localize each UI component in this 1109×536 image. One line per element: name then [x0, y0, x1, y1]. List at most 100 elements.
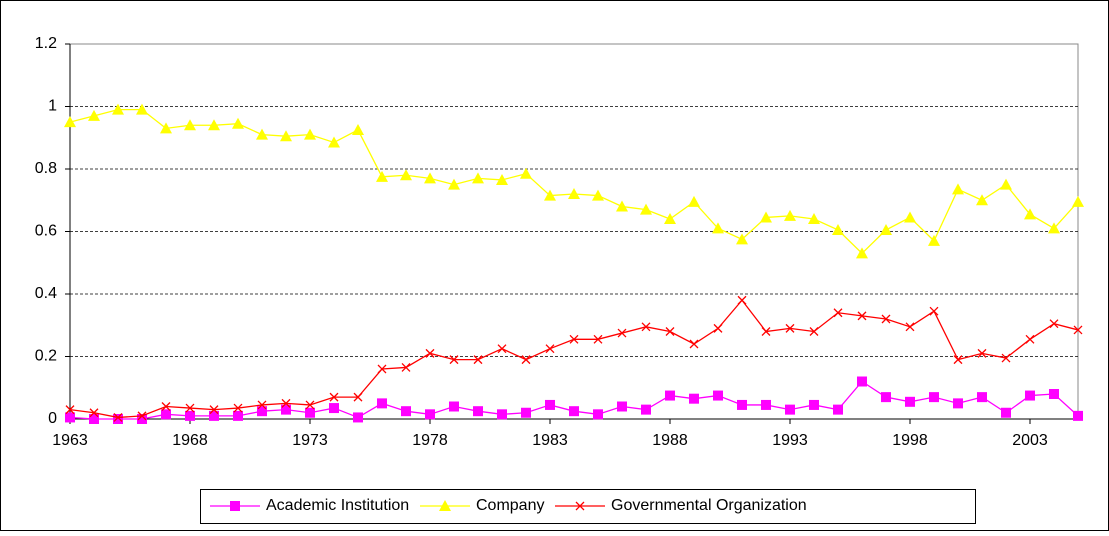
data-point [761, 327, 771, 336]
data-point [400, 169, 412, 181]
data-point [161, 409, 171, 420]
x-tick-label: 1988 [652, 432, 688, 449]
data-point [280, 130, 292, 142]
data-point [89, 414, 99, 424]
data-point [209, 410, 219, 421]
data-point [377, 364, 387, 374]
data-point [448, 178, 460, 190]
x-tick-label: 1973 [292, 432, 328, 449]
data-point [472, 172, 484, 184]
y-tick-label: 0.8 [35, 160, 57, 177]
data-point [329, 403, 339, 414]
x-tick-label: 1968 [172, 432, 208, 449]
data-point [425, 409, 435, 420]
data-point [881, 314, 891, 324]
data-point [281, 404, 291, 415]
data-point [737, 295, 747, 305]
data-point [520, 167, 532, 179]
data-point [904, 211, 916, 223]
data-point [329, 392, 339, 402]
data-point [592, 189, 604, 201]
x-tick-label: 1998 [892, 432, 928, 449]
data-point [185, 403, 195, 413]
data-point [497, 344, 507, 354]
data-point [689, 393, 699, 404]
y-tick-label: 0.6 [35, 223, 57, 240]
data-point [65, 412, 75, 423]
data-point [544, 189, 556, 201]
data-point [496, 173, 508, 185]
data-point [616, 200, 628, 212]
data-point [161, 402, 171, 411]
data-point [137, 414, 147, 424]
data-point [353, 392, 363, 402]
data-point [952, 183, 964, 195]
x-tick-label: 2003 [1012, 432, 1048, 449]
data-point [784, 209, 796, 221]
data-point [640, 203, 652, 215]
data-point [233, 410, 243, 421]
data-point [977, 392, 987, 403]
data-point [160, 122, 172, 134]
data-point [209, 405, 219, 415]
data-point [1072, 195, 1084, 207]
data-point [833, 308, 843, 318]
data-point [808, 213, 820, 224]
data-point [569, 406, 579, 417]
data-point [233, 403, 243, 413]
data-point [928, 234, 940, 246]
data-point [89, 408, 99, 418]
data-point [208, 119, 220, 131]
data-point [112, 103, 124, 115]
data-point [761, 399, 771, 410]
data-point [737, 399, 747, 410]
data-point [1048, 222, 1060, 234]
data-point [809, 327, 819, 336]
legend-label: Company [476, 497, 544, 514]
data-point [664, 213, 676, 224]
data-point [1025, 390, 1035, 401]
data-point [881, 392, 891, 403]
data-point [1073, 410, 1083, 421]
data-point [856, 247, 868, 259]
data-point [449, 355, 459, 365]
data-point [617, 328, 627, 338]
data-point [953, 398, 963, 409]
data-point [857, 311, 867, 321]
data-point [184, 119, 196, 131]
data-point [88, 109, 100, 121]
legend-marker [230, 501, 240, 511]
x-tick-label: 1978 [412, 432, 448, 449]
data-point [617, 401, 627, 412]
data-point [64, 116, 76, 128]
data-point [185, 410, 195, 421]
x-tick-label: 1983 [532, 432, 568, 449]
data-point [713, 323, 723, 333]
data-point [1024, 208, 1036, 220]
legend-label: Academic Institution [266, 497, 409, 514]
data-point [665, 390, 675, 401]
data-point [569, 334, 579, 344]
x-tick-label: 1993 [772, 432, 808, 449]
data-point [713, 390, 723, 401]
data-point [545, 344, 555, 354]
data-point [65, 405, 75, 415]
data-point [352, 123, 364, 135]
data-point [665, 327, 675, 336]
data-point [1049, 319, 1059, 329]
data-point [712, 222, 724, 234]
data-point [232, 117, 244, 129]
data-point [785, 404, 795, 415]
data-point [929, 306, 939, 316]
data-point [521, 407, 531, 418]
data-point [305, 400, 315, 410]
data-point [641, 404, 651, 415]
data-point [401, 406, 411, 417]
y-tick-label: 0 [48, 410, 57, 427]
data-point [929, 392, 939, 403]
data-point [1049, 389, 1059, 399]
data-point [136, 103, 148, 115]
data-point [857, 376, 867, 387]
